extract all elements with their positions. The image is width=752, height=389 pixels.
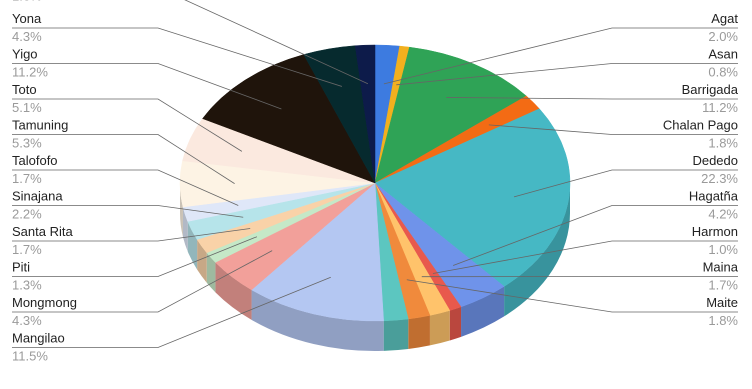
slice-label-barrigada: Barrigada xyxy=(682,82,739,97)
slice-value-harmon: 1.0% xyxy=(708,242,738,257)
pie-side-santa-rita xyxy=(197,239,207,283)
slice-label-mongmong: Mongmong xyxy=(12,295,77,310)
slice-label-agat: Agat xyxy=(711,11,738,26)
leader-line-santa-rita xyxy=(12,228,251,242)
slice-label-dededo: Dededo xyxy=(692,153,738,168)
pie-side-harmon xyxy=(449,306,462,341)
pie-side-sinajana xyxy=(187,221,198,270)
leader-line-asan xyxy=(396,63,738,86)
slice-label-asan: Asan xyxy=(708,47,738,62)
slice-value-toto: 5.1% xyxy=(12,100,42,115)
slice-labels: Agat 2.0% Asan 0.8% Barrigada 11.2% Chalan Pag… xyxy=(12,0,739,364)
pie-slice-barrigada xyxy=(374,46,527,184)
leader-line-n-a xyxy=(184,0,369,85)
slice-label-tamuning: Tamuning xyxy=(12,118,68,133)
slice-value-santa-rita: 1.7% xyxy=(12,242,42,257)
leader-line-chalan-pago xyxy=(488,124,738,135)
slice-label-harmon: Harmon xyxy=(692,224,738,239)
slice-value-sinajana: 2.2% xyxy=(12,207,42,222)
leader-line-piti xyxy=(12,236,258,277)
leader-line-barrigada xyxy=(446,97,738,100)
leader-line-harmon xyxy=(432,240,738,274)
pie-side-maite xyxy=(408,315,430,349)
slice-value-chalan-pago: 1.8% xyxy=(708,136,738,151)
slice-value-mangilao: 11.5% xyxy=(12,349,48,364)
slice-value-mongmong: 4.3% xyxy=(12,313,42,328)
leader-line-talofofo xyxy=(12,169,239,206)
slice-label-chalan-pago: Chalan Pago xyxy=(663,118,738,133)
pie-side-unlabeled xyxy=(383,318,409,351)
slice-label-maite: Maite xyxy=(706,295,738,310)
slice-value-yona: 4.3% xyxy=(12,29,42,44)
leader-line-mongmong xyxy=(12,250,273,313)
leader-line-yona xyxy=(12,27,343,87)
slice-value-asan: 0.8% xyxy=(708,65,738,80)
leader-line-yigo xyxy=(12,63,282,110)
slice-value-yigo: 11.2% xyxy=(12,65,48,80)
slice-label-yigo: Yigo xyxy=(12,47,38,62)
slice-value-tamuning: 5.3% xyxy=(12,136,42,151)
leader-line-dededo xyxy=(513,169,738,198)
leader-line-tamuning xyxy=(12,134,235,184)
leader-line-mangilao xyxy=(12,276,331,348)
pie-side-mangilao xyxy=(251,289,384,351)
slice-label-talofofo: Talofofo xyxy=(12,153,58,168)
slice-value-maite: 1.8% xyxy=(708,313,738,328)
slice-label-piti: Piti xyxy=(12,260,30,275)
slice-label-hagat-a: Hagatña xyxy=(689,189,739,204)
slice-value-piti: 1.3% xyxy=(12,278,42,293)
pie-side-dededo xyxy=(504,183,571,317)
pie-slice-yigo xyxy=(202,54,376,184)
slice-label-mangilao: Mangilao xyxy=(12,331,65,346)
slice-value-talofofo: 1.7% xyxy=(12,171,42,186)
pie-side-talofofo xyxy=(182,206,188,252)
pie-side-hagat-a xyxy=(461,286,505,337)
slice-value-barrigada: 11.2% xyxy=(702,100,738,115)
pie-side-maina xyxy=(429,310,450,346)
slice-label-toto: Toto xyxy=(12,82,37,97)
pie-slice-dededo xyxy=(374,108,571,287)
pie-slice-mangilao xyxy=(251,182,384,322)
slice-label-yona: Yona xyxy=(12,11,42,26)
slice-value-n-a: 1.6% xyxy=(12,0,42,4)
leader-line-toto xyxy=(12,98,243,152)
slice-label-sinajana: Sinajana xyxy=(12,189,63,204)
leader-line-sinajana xyxy=(12,205,244,218)
slice-value-agat: 2.0% xyxy=(708,29,738,44)
pie-slice-n-a xyxy=(354,44,376,184)
leader-line-agat xyxy=(383,27,738,85)
slice-value-maina: 1.7% xyxy=(708,278,738,293)
slice-value-hagat-a: 4.2% xyxy=(708,207,738,222)
slice-label-santa-rita: Santa Rita xyxy=(12,224,73,239)
leader-line-maite xyxy=(406,279,738,313)
leader-lines xyxy=(12,0,738,348)
pie-slices xyxy=(179,44,571,322)
slice-value-dededo: 22.3% xyxy=(701,171,738,186)
leader-line-hagat-a xyxy=(452,205,738,266)
slice-label-maina: Maina xyxy=(703,260,739,275)
